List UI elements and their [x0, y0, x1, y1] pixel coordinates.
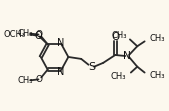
Text: CH₃: CH₃ — [111, 72, 126, 81]
Text: CH₃: CH₃ — [18, 76, 33, 85]
Text: CH₃: CH₃ — [18, 29, 33, 38]
Text: OCH₃: OCH₃ — [4, 30, 26, 39]
Text: N: N — [123, 51, 131, 61]
Text: CH₃: CH₃ — [149, 34, 165, 43]
Text: CH₃: CH₃ — [112, 31, 127, 40]
Text: N: N — [57, 67, 64, 77]
Text: O: O — [36, 30, 43, 39]
Text: O: O — [111, 32, 119, 43]
Text: S: S — [88, 62, 95, 72]
Text: O: O — [35, 31, 42, 41]
Text: O: O — [36, 75, 43, 84]
Text: N: N — [57, 38, 64, 48]
Text: CH₃: CH₃ — [149, 71, 165, 80]
